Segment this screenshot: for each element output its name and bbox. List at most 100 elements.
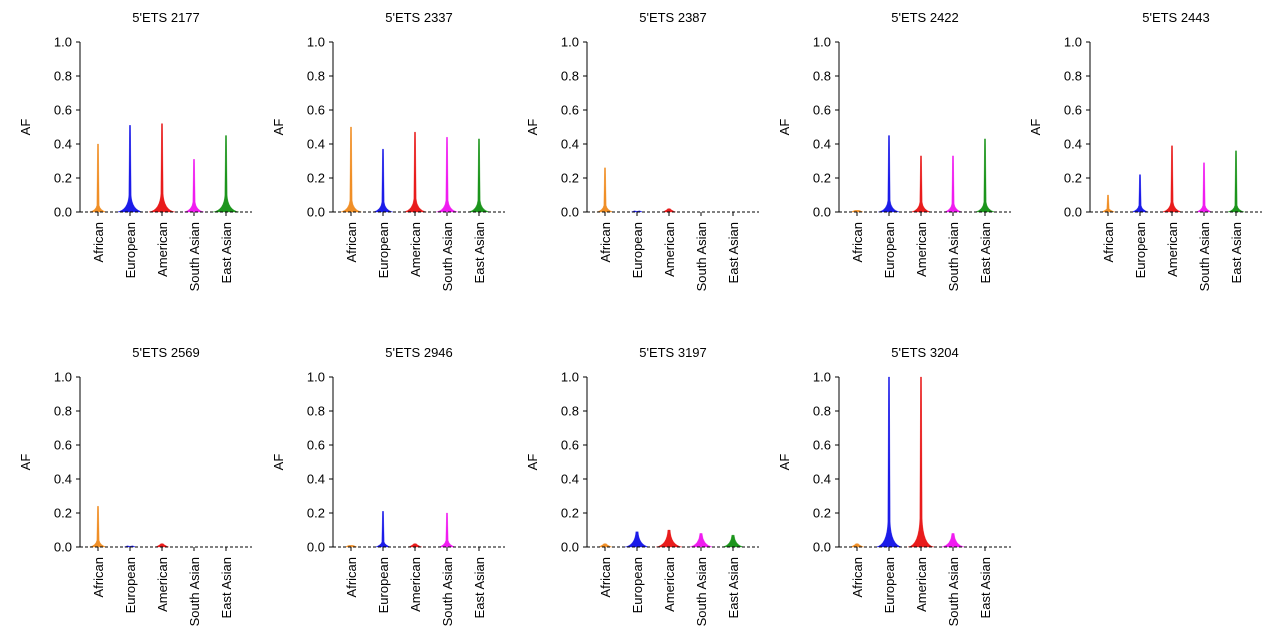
violin-shape — [662, 208, 676, 213]
x-category-label: East Asian — [219, 557, 234, 618]
y-tick-label: 0.4 — [1064, 137, 1082, 152]
y-tick-label: 0.4 — [54, 472, 72, 487]
violin-panel: 5'ETS 2422 AF 0.0 0.2 0.4 0.6 0.8 1.0 African Eur… — [777, 10, 1011, 291]
violin-shape — [468, 138, 490, 213]
violin-shape — [875, 376, 903, 548]
x-category-label: South Asian — [440, 557, 455, 626]
y-tick-label: 0.6 — [307, 103, 325, 118]
violin-panel: 5'ETS 2387 AF 0.0 0.2 0.4 0.6 0.8 1.0 African Eur… — [525, 10, 759, 291]
violin-shape — [907, 376, 935, 548]
x-category-label: American — [1165, 222, 1180, 277]
x-category-label: South Asian — [1197, 222, 1212, 291]
violin-shape — [1195, 162, 1213, 213]
y-tick-label: 1.0 — [561, 370, 579, 385]
violin-shape — [184, 159, 204, 213]
violin-shape — [596, 167, 614, 213]
y-tick-label: 0.2 — [54, 506, 72, 521]
x-category-label: East Asian — [726, 557, 741, 618]
x-category-label: East Asian — [978, 557, 993, 618]
violin-shape — [403, 131, 427, 213]
x-category-label: East Asian — [219, 222, 234, 283]
x-category-label: African — [598, 557, 613, 597]
y-tick-label: 1.0 — [1064, 35, 1082, 50]
y-tick-label: 0.6 — [54, 103, 72, 118]
x-category-label: African — [91, 222, 106, 262]
y-tick-label: 0.8 — [307, 69, 325, 84]
y-tick-label: 0.6 — [561, 438, 579, 453]
y-tick-label: 0.4 — [54, 137, 72, 152]
x-category-label: South Asian — [694, 222, 709, 291]
y-tick-label: 0.4 — [307, 472, 325, 487]
violin-shape — [655, 529, 683, 548]
x-category-label: African — [344, 557, 359, 597]
violin-panel: 5'ETS 2177 AF 0.0 0.2 0.4 0.6 0.8 1.0 African Eur… — [18, 10, 252, 291]
y-tick-label: 1.0 — [54, 35, 72, 50]
violin-shape — [148, 123, 176, 213]
y-tick-label: 0.4 — [813, 472, 831, 487]
violin-shape — [1101, 194, 1115, 213]
x-category-label: South Asian — [187, 222, 202, 291]
y-tick-label: 1.0 — [813, 35, 831, 50]
x-category-label: East Asian — [472, 222, 487, 283]
y-tick-label: 1.0 — [561, 35, 579, 50]
x-category-label: European — [1133, 222, 1148, 278]
violin-shape — [941, 533, 965, 548]
violin-shape — [1227, 150, 1245, 213]
y-tick-label: 0.2 — [813, 506, 831, 521]
y-axis-label: AF — [18, 119, 33, 136]
violin-shape — [911, 155, 931, 213]
x-category-label: American — [914, 557, 929, 612]
violin-shape — [373, 148, 393, 213]
violin-shape — [598, 543, 612, 548]
x-category-label: European — [630, 222, 645, 278]
y-tick-label: 0.4 — [307, 137, 325, 152]
y-tick-label: 0.8 — [561, 69, 579, 84]
violin-shape — [722, 534, 744, 548]
y-axis-label: AF — [271, 119, 286, 136]
violin-panel: 5'ETS 2337 AF 0.0 0.2 0.4 0.6 0.8 1.0 African Eur… — [271, 10, 505, 291]
y-tick-label: 0.0 — [54, 540, 72, 555]
y-tick-label: 0.4 — [813, 137, 831, 152]
y-tick-label: 0.0 — [1064, 205, 1082, 220]
y-tick-label: 0.8 — [813, 69, 831, 84]
violin-shape — [155, 543, 169, 548]
violin-shape — [1162, 145, 1182, 213]
violin-shape — [436, 137, 458, 213]
x-category-label: European — [123, 222, 138, 278]
x-category-label: South Asian — [946, 557, 961, 626]
x-category-label: African — [850, 557, 865, 597]
violin-shape — [89, 143, 107, 213]
violin-shape — [408, 543, 422, 548]
y-tick-label: 0.0 — [561, 205, 579, 220]
x-category-label: East Asian — [978, 222, 993, 283]
panel-title: 5'ETS 2422 — [891, 10, 959, 25]
x-category-label: American — [408, 557, 423, 612]
y-tick-label: 0.2 — [813, 171, 831, 186]
x-category-label: South Asian — [187, 557, 202, 626]
x-category-label: European — [630, 557, 645, 613]
y-tick-label: 0.6 — [561, 103, 579, 118]
panel-title: 5'ETS 2177 — [132, 10, 200, 25]
y-axis-label: AF — [777, 119, 792, 136]
panel-title: 5'ETS 3204 — [891, 345, 959, 360]
y-tick-label: 1.0 — [813, 370, 831, 385]
violin-shape — [1131, 174, 1149, 213]
violin-panel: 5'ETS 2443 AF 0.0 0.2 0.4 0.6 0.8 1.0 African Eur… — [1028, 10, 1262, 291]
y-tick-label: 0.8 — [54, 69, 72, 84]
violin-shape — [438, 512, 456, 548]
y-tick-label: 0.0 — [307, 540, 325, 555]
y-tick-label: 1.0 — [307, 370, 325, 385]
y-tick-label: 0.0 — [307, 205, 325, 220]
violin-shape — [340, 126, 362, 213]
y-tick-label: 0.2 — [307, 506, 325, 521]
y-axis-label: AF — [271, 454, 286, 471]
y-axis-label: AF — [525, 454, 540, 471]
y-tick-label: 0.6 — [1064, 103, 1082, 118]
y-tick-label: 0.8 — [307, 404, 325, 419]
violin-shape — [212, 135, 240, 213]
y-tick-label: 0.2 — [1064, 171, 1082, 186]
y-tick-label: 0.0 — [54, 205, 72, 220]
violin-shape — [943, 155, 963, 213]
x-category-label: South Asian — [946, 222, 961, 291]
x-category-label: African — [1101, 222, 1116, 262]
